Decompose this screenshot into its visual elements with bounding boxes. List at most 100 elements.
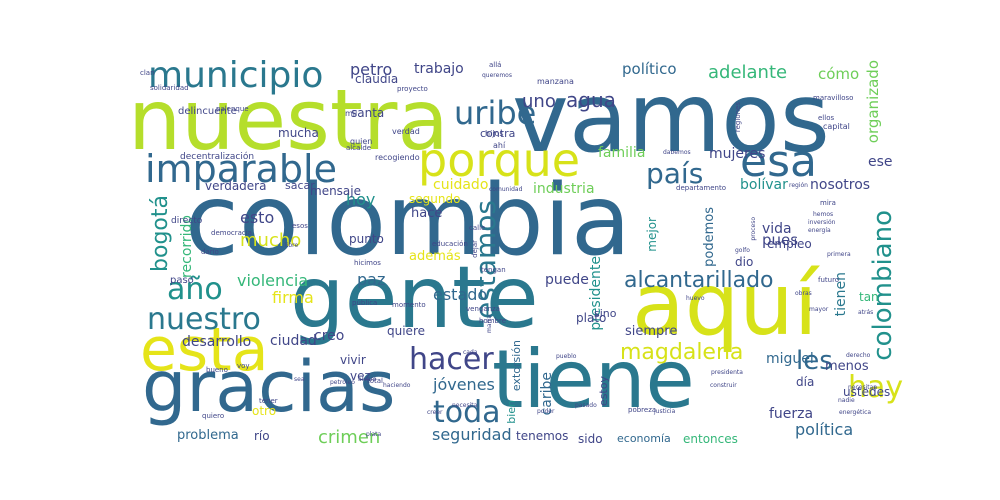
cloud-word-hombre: hombre xyxy=(479,317,507,325)
cloud-word-cada: cada xyxy=(463,349,478,356)
cloud-word-publica: pública xyxy=(352,299,378,307)
cloud-word-directo: directo xyxy=(171,216,203,226)
cloud-word-total: total xyxy=(367,377,384,385)
cloud-word-hoy: hoy xyxy=(346,190,376,209)
cloud-word-huevo: huevo xyxy=(686,295,705,302)
cloud-word-segundo: segundo xyxy=(409,192,461,206)
cloud-word-mil: mil xyxy=(345,109,358,118)
cloud-word-bueno: bueno xyxy=(206,366,228,374)
cloud-word-cuidado: cuidado xyxy=(433,177,489,193)
cloud-word-educacion: educación xyxy=(432,240,468,248)
cloud-word-nosotros: nosotros xyxy=(810,177,871,193)
cloud-word-politica: política xyxy=(795,420,854,439)
cloud-word-plato: plato xyxy=(576,311,607,325)
cloud-word-trabajo: trabajo xyxy=(414,61,464,77)
cloud-word-tener: tener xyxy=(259,397,278,405)
cloud-word-marra: marra xyxy=(486,315,493,334)
cloud-word-agua: agua xyxy=(566,88,616,112)
cloud-word-esos: esos xyxy=(292,222,308,230)
cloud-word-mayor: mayor xyxy=(809,306,829,313)
cloud-word-presidenta: presidenta xyxy=(711,369,743,376)
cloud-word-firma: firma xyxy=(272,288,314,307)
cloud-word-manzana: manzana xyxy=(537,77,574,86)
cloud-word-justicia: justicia xyxy=(654,408,676,415)
cloud-word-alvaro: álvaro xyxy=(358,376,377,383)
cloud-word-mucho: mucho xyxy=(240,230,302,251)
cloud-word-recogiendo: recogiendo xyxy=(375,153,420,162)
cloud-word-construir: construir xyxy=(710,382,737,389)
cloud-word-atras: atrás xyxy=(858,309,874,316)
cloud-word-magdalena: magdalena xyxy=(620,340,744,365)
cloud-word-necesitan: necesitan xyxy=(848,384,878,391)
cloud-word-energia: energía xyxy=(808,227,831,234)
cloud-word-ciudad: ciudad xyxy=(270,333,317,349)
cloud-word-proyecto: proyecto xyxy=(397,85,428,93)
cloud-word-plata: plata xyxy=(366,431,382,438)
cloud-word-inversion: inversión xyxy=(808,219,836,226)
cloud-word-quien: quien xyxy=(350,137,373,146)
cloud-word-tenemos: tenemos xyxy=(516,429,569,443)
cloud-word-ese: ese xyxy=(868,154,893,170)
cloud-word-libre: libre xyxy=(285,242,299,249)
cloud-word-primera: primera xyxy=(827,251,851,258)
cloud-word-queremos: queremos xyxy=(482,72,512,79)
cloud-word-dia: día xyxy=(796,375,815,389)
cloud-word-region: región xyxy=(789,182,808,189)
cloud-word-venganza: venganza xyxy=(466,305,501,313)
cloud-word-alla: allá xyxy=(489,61,502,69)
cloud-word-estoy: estoy xyxy=(597,376,610,407)
cloud-word-creer: creer xyxy=(427,409,443,416)
cloud-word-desarrollo: desarrollo xyxy=(182,334,252,350)
cloud-word-uribe: uribe xyxy=(454,94,537,132)
cloud-word-esa: esa xyxy=(740,136,817,187)
cloud-word-mensaje: mensaje xyxy=(310,184,361,198)
cloud-word-tan: tan xyxy=(859,290,879,304)
cloud-word-estado: estado xyxy=(433,285,488,304)
cloud-word-sido: sido xyxy=(578,432,603,446)
cloud-word-regiones: regiones xyxy=(734,102,742,133)
cloud-word-sacar: sacar xyxy=(285,179,315,192)
cloud-word-delincuente: delincuente xyxy=(178,106,237,117)
cloud-word-economia: economía xyxy=(617,432,671,445)
cloud-word-sea: sea xyxy=(294,376,305,383)
cloud-word-toda: toda xyxy=(433,395,501,430)
cloud-word-palenque: palenque xyxy=(216,105,249,113)
cloud-word-ahi: ahí xyxy=(493,141,506,150)
cloud-word-creo: creo xyxy=(314,328,345,344)
cloud-word-problema: problema xyxy=(177,428,239,443)
cloud-word-como: cómo xyxy=(818,65,860,83)
cloud-word-solidaridad: solidaridad xyxy=(150,84,189,92)
cloud-word-pobreza: pobreza xyxy=(628,406,657,414)
cloud-word-podemos: podemos xyxy=(702,207,717,267)
cloud-word-colombia: colombia xyxy=(185,164,631,278)
cloud-word-pasado: pasado xyxy=(575,402,597,409)
cloud-word-hicimos: hicimos xyxy=(354,259,381,267)
cloud-word-bogota: bogotá xyxy=(148,195,173,272)
cloud-word-bolivar: bolívar xyxy=(740,177,788,193)
cloud-word-vivir: vivir xyxy=(340,353,366,367)
cloud-word-mejor: mejor xyxy=(645,217,659,252)
cloud-word-contra: contra xyxy=(480,127,516,140)
cloud-word-organizado: organizado xyxy=(864,60,882,144)
cloud-word-nadie: nadie xyxy=(838,397,855,404)
cloud-word-decentralizacion: decentralización xyxy=(180,152,255,162)
cloud-word-paso: paso xyxy=(170,275,194,286)
cloud-word-ano: año xyxy=(167,272,223,307)
cloud-word-empleo: empleo xyxy=(767,237,812,251)
cloud-word-miguel: miguel xyxy=(766,351,814,367)
cloud-word-industria: industria xyxy=(533,181,595,197)
cloud-word-nuestra: nuestra xyxy=(128,71,449,169)
cloud-word-gente: gente xyxy=(290,248,539,348)
cloud-word-democracia: democracia xyxy=(211,229,252,237)
cloud-word-dejar: dejar xyxy=(471,240,479,258)
cloud-word-dio: dio xyxy=(735,255,754,269)
cloud-word-maravilloso: maravilloso xyxy=(813,94,854,102)
cloud-word-sino: sino xyxy=(594,307,617,320)
cloud-word-familia: familia xyxy=(598,145,646,161)
cloud-word-hemos: hemos xyxy=(813,211,834,218)
cloud-word-quiere: quiere xyxy=(387,324,425,338)
cloud-word-clan: clan xyxy=(140,69,155,77)
cloud-word-momento: momento xyxy=(392,301,426,309)
cloud-word-extorsion: extorsión xyxy=(510,340,523,392)
